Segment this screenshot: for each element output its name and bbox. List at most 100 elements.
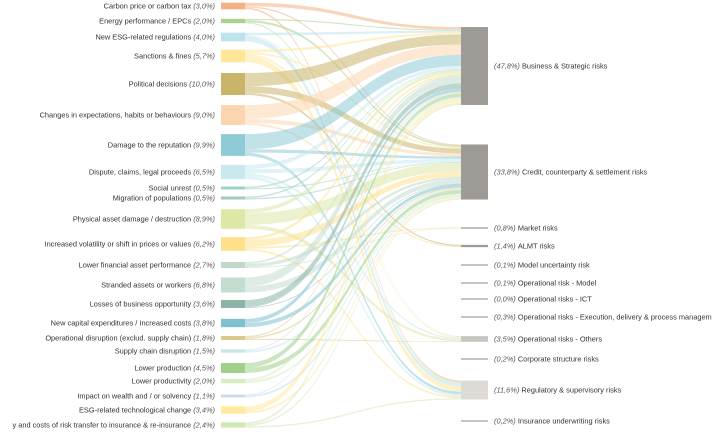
target-node-opmodel[interactable] — [461, 282, 488, 284]
source-label-name: Increased volatility or shift in prices … — [45, 240, 194, 249]
flow-link-opdisrupt-to-opother — [245, 338, 461, 342]
source-label-capex: New capital expenditures / Increased cos… — [51, 319, 216, 328]
source-node-sanctions[interactable] — [221, 49, 245, 63]
source-label-lowerfin: Lower financial asset performance (2,7%) — [79, 261, 216, 270]
flow-link-changes-to-credit — [245, 118, 461, 157]
target-label-insurance: (0,2%) Insurance underwriting risks — [494, 417, 610, 426]
flow-link-esgtech-to-business — [245, 99, 461, 412]
source-label-pct: (9,0%) — [193, 111, 215, 120]
source-label-carbon: Carbon price or carbon tax (3,0%) — [104, 2, 216, 11]
source-label-pct: (3,0%) — [193, 2, 215, 11]
source-label-reputation: Damage to the reputation (9,9%) — [108, 141, 216, 150]
flow-link-transfer-to-regulatory — [245, 398, 461, 428]
source-label-pct: (3,8%) — [193, 319, 215, 328]
flow-link-dispute-to-regulatory — [245, 176, 461, 397]
source-label-lowerprod: Lower production (4,5%) — [134, 364, 215, 373]
target-node-opict[interactable] — [461, 298, 488, 300]
flow-link-esgreg-to-business — [245, 30, 461, 36]
source-node-losses[interactable] — [221, 300, 245, 308]
source-label-name: Dispute, claims, legal proceeds — [89, 168, 193, 177]
target-label-pct: (0,3%) — [494, 313, 518, 322]
target-node-insurance[interactable] — [461, 420, 488, 422]
flow-link-reputation-to-credit — [245, 149, 461, 159]
source-node-supply[interactable] — [221, 349, 245, 353]
flow-link-dispute-to-credit — [245, 158, 461, 174]
flow-links — [245, 2, 461, 428]
source-node-lowerfin[interactable] — [221, 262, 245, 268]
target-label-pct: (47,8%) — [494, 62, 522, 71]
target-node-opexec[interactable] — [461, 316, 488, 318]
target-node-model[interactable] — [461, 264, 488, 266]
source-node-changes[interactable] — [221, 105, 245, 125]
flow-link-wealth-to-credit — [245, 195, 461, 398]
source-node-volatility[interactable] — [221, 237, 245, 251]
target-label-name: Corporate structure risks — [518, 355, 599, 364]
target-label-market: (0,8%) Market risks — [494, 224, 558, 233]
source-label-volatility: Increased volatility or shift in prices … — [45, 240, 216, 249]
source-node-reputation[interactable] — [221, 134, 245, 156]
source-node-migration[interactable] — [221, 196, 245, 200]
target-node-almt[interactable] — [461, 244, 488, 248]
target-label-name: ALMT risks — [518, 242, 555, 251]
target-node-market[interactable] — [461, 227, 488, 229]
source-node-esgtech[interactable] — [221, 406, 245, 414]
source-label-pct: (3,4%) — [193, 406, 215, 415]
flow-link-migration-to-business — [245, 69, 461, 199]
source-node-political[interactable] — [221, 73, 245, 95]
source-node-stranded[interactable] — [221, 277, 245, 293]
flow-link-lowerprodv-to-credit — [245, 193, 461, 384]
source-node-opdisrupt[interactable] — [221, 336, 245, 340]
target-label-almt: (1,4%) ALMT risks — [494, 242, 555, 251]
target-label-opexec: (0,3%) Operational risks - Execution, de… — [494, 313, 712, 322]
source-node-dispute[interactable] — [221, 164, 245, 180]
source-label-name: Lower production — [134, 364, 193, 373]
source-label-unrest: Social unrest (0,5%) — [148, 184, 215, 193]
source-label-wealth: Impact on wealth and / or solvency (1,1%… — [77, 392, 215, 401]
source-label-name: Operational disruption (exclud. supply c… — [45, 334, 193, 343]
source-label-esgreg: New ESG-related regulations (4,0%) — [95, 33, 215, 42]
target-node-credit[interactable] — [461, 144, 488, 200]
target-node-regulatory[interactable] — [461, 380, 488, 400]
source-node-carbon[interactable] — [221, 2, 245, 10]
flow-link-volatility-to-business — [245, 73, 461, 240]
target-label-regulatory: (11,6%) Regulatory & supervisory risks — [494, 386, 622, 395]
source-label-opdisrupt: Operational disruption (exclud. supply c… — [45, 334, 215, 343]
source-label-supply: Supply chain disruption (1,5%) — [115, 347, 216, 356]
source-node-lowerprodv[interactable] — [221, 378, 245, 384]
source-node-wealth[interactable] — [221, 394, 245, 398]
source-node-esgreg[interactable] — [221, 32, 245, 42]
source-node-lowerprod[interactable] — [221, 363, 245, 373]
source-label-name: Impact on wealth and / or solvency — [77, 392, 193, 401]
target-label-pct: (0,8%) — [494, 224, 518, 233]
source-label-dispute: Dispute, claims, legal proceeds (6,5%) — [89, 168, 216, 177]
flow-link-carbon-to-business — [245, 2, 461, 30]
flow-link-unrest-to-credit — [245, 162, 461, 190]
flow-link-sanctions-to-regulatory — [245, 56, 461, 392]
source-label-pct: (10,0%) — [189, 80, 215, 89]
flow-link-political-to-business — [245, 34, 461, 87]
flow-link-reputation-to-regulatory — [245, 152, 461, 395]
target-label-pct: (0,2%) — [494, 417, 518, 426]
source-label-migration: Migration of populations (0,5%) — [113, 194, 216, 203]
flow-link-sanctions-to-business — [245, 32, 461, 53]
source-label-pct: (1,5%) — [193, 347, 215, 356]
source-label-pct: (1,8%) — [193, 334, 215, 343]
source-label-name: Stranded assets or workers — [101, 281, 193, 290]
flow-link-lowerfin-to-business — [245, 75, 461, 264]
flow-link-lowerfin-to-market — [245, 228, 461, 268]
source-node-unrest[interactable] — [221, 186, 245, 190]
source-label-pct: (2,4%) — [193, 421, 215, 430]
source-label-name: Political decisions — [129, 80, 189, 89]
source-label-name: y and costs of risk transfer to insuranc… — [12, 421, 193, 430]
target-node-business[interactable] — [461, 27, 488, 105]
target-node-opother[interactable] — [461, 336, 488, 342]
source-node-transfer[interactable] — [221, 422, 245, 428]
source-label-pct: (5,7%) — [193, 52, 215, 61]
target-node-corp[interactable] — [461, 358, 488, 360]
source-label-name: Sanctions & fines — [134, 52, 193, 61]
source-node-energy[interactable] — [221, 18, 245, 24]
source-node-physical[interactable] — [221, 209, 245, 229]
target-label-credit: (33,8%) Credit, counterparty & settlemen… — [494, 168, 648, 177]
source-node-capex[interactable] — [221, 318, 245, 328]
